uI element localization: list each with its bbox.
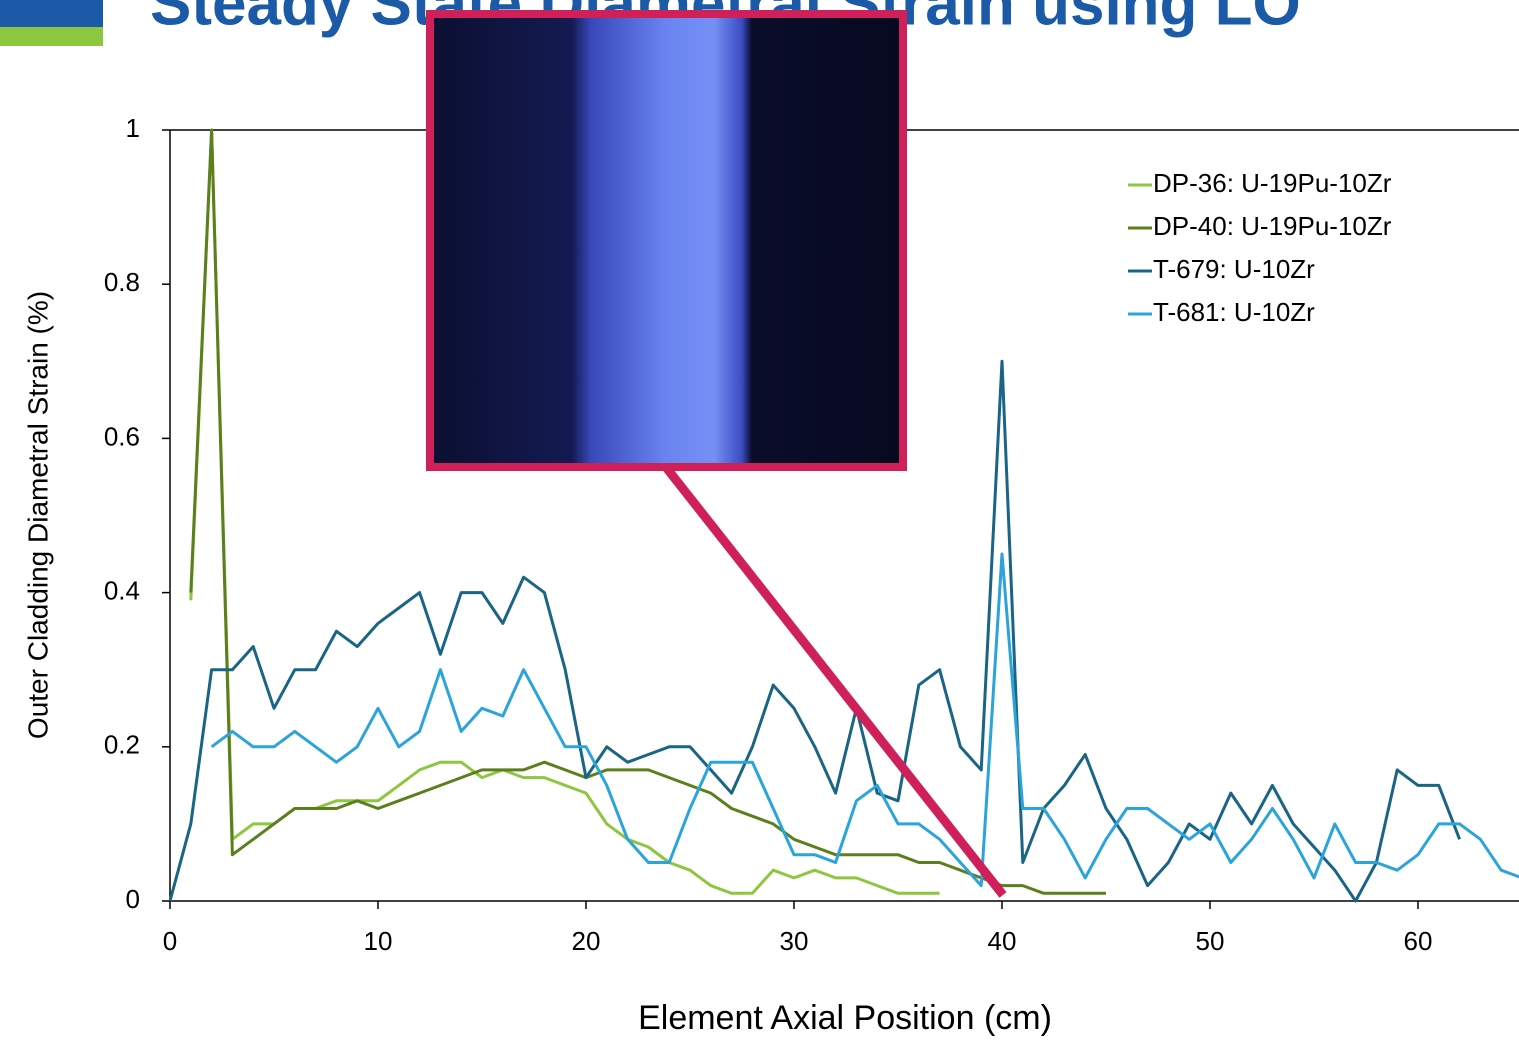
logo-block (0, 0, 103, 27)
y-tick-label: 1 (126, 113, 140, 143)
series-line (168, 359, 1461, 903)
y-tick-label: 0 (126, 884, 140, 914)
x-tick-label: 20 (572, 926, 601, 956)
y-tick-label: 0.2 (104, 730, 140, 760)
y-tick-label: 0.6 (104, 421, 140, 451)
series-line (210, 552, 1519, 888)
legend-label: T-679: U-10Zr (1153, 254, 1315, 284)
y-tick-label: 0.8 (104, 267, 140, 297)
x-tick-label: 0 (163, 926, 177, 956)
y-axis-label: Outer Cladding Diametral Strain (%) (22, 291, 53, 739)
legend-label: DP-40: U-19Pu-10Zr (1153, 211, 1392, 241)
x-tick-label: 30 (780, 926, 809, 956)
series-line (189, 128, 1106, 895)
x-tick-label: 40 (988, 926, 1017, 956)
x-tick-label: 10 (364, 926, 393, 956)
legend-label: T-681: U-10Zr (1153, 297, 1315, 327)
x-axis-label: Element Axial Position (cm) (638, 999, 1052, 1037)
legend-label: DP-36: U-19Pu-10Zr (1153, 168, 1392, 198)
x-tick-label: 50 (1196, 926, 1225, 956)
callout-line (661, 463, 1007, 898)
x-tick-label: 60 (1404, 926, 1433, 956)
inset-image (426, 10, 907, 471)
inset-photo (426, 10, 1007, 898)
logo-bar (0, 27, 103, 46)
y-tick-label: 0.4 (104, 575, 140, 605)
